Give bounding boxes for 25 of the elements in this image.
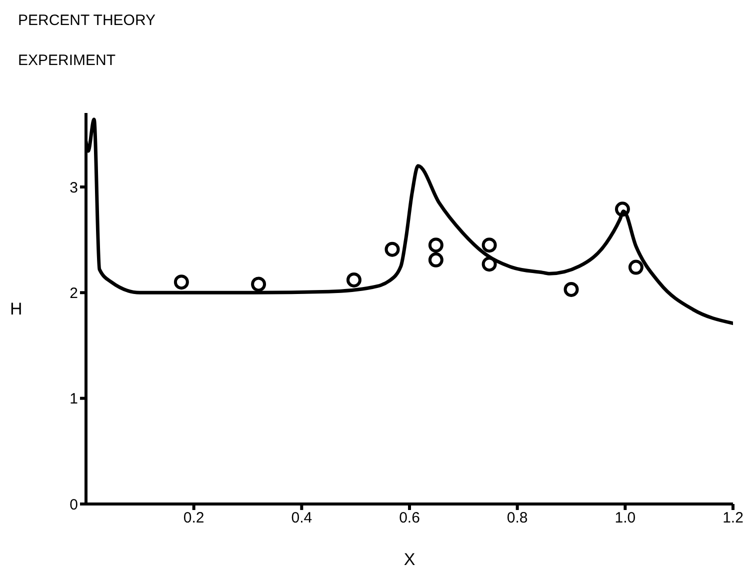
point: [482, 256, 497, 272]
x-axis-title: X: [404, 550, 416, 569]
y-tick-label: 1: [70, 390, 78, 408]
point: [251, 276, 266, 292]
text: EXPERIMENT: [18, 52, 116, 69]
x-tick-label: 1.0: [614, 510, 636, 527]
y-axis-title: H: [10, 300, 22, 319]
y-tick-label: 3: [70, 179, 78, 196]
text: PERCENT THEORY: [18, 12, 156, 29]
x-tick-label: 0.8: [506, 510, 528, 527]
y-tick-label: 2: [70, 284, 78, 302]
x-tick-label: 0.4: [291, 510, 312, 527]
point: [564, 282, 579, 297]
point: [384, 242, 400, 257]
y-tick-label: 0: [70, 496, 78, 514]
point: [428, 238, 444, 253]
x-tick-label: 0.2: [183, 510, 204, 527]
point: [628, 260, 644, 275]
x-tick-label: 0.6: [399, 510, 420, 527]
point: [482, 238, 497, 253]
point: [346, 272, 362, 288]
x-tick-label: 1.2: [722, 510, 744, 527]
point: [614, 202, 630, 217]
point: [174, 274, 189, 290]
point: [428, 252, 444, 268]
